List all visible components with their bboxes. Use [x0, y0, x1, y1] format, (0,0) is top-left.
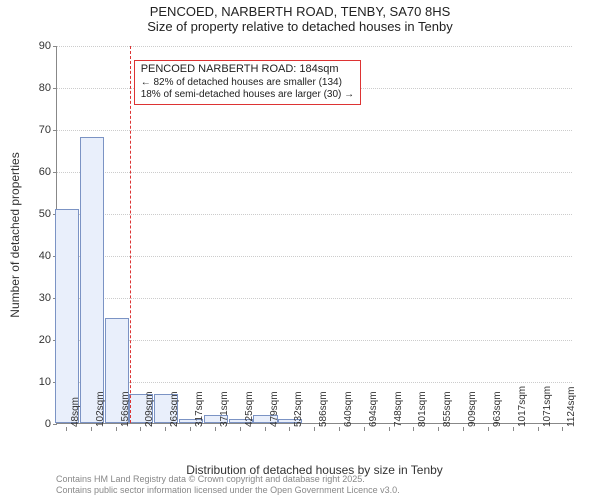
gridline	[57, 130, 572, 131]
y-tick: 90	[39, 40, 51, 52]
y-tick: 20	[39, 334, 51, 346]
x-tick: 963sqm	[492, 391, 503, 427]
annotation-line: ← 82% of detached houses are smaller (13…	[141, 77, 354, 90]
gridline	[57, 214, 572, 215]
x-tick: 801sqm	[417, 391, 428, 427]
annotation-title: PENCOED NARBERTH ROAD: 184sqm	[141, 63, 354, 77]
y-tick: 0	[45, 418, 51, 430]
histogram-bar	[80, 137, 105, 423]
y-tick: 60	[39, 166, 51, 178]
x-tick: 586sqm	[318, 391, 329, 427]
gridline	[57, 172, 572, 173]
gridline	[57, 256, 572, 257]
x-tick: 1124sqm	[566, 387, 577, 427]
chart-header: PENCOED, NARBERTH ROAD, TENBY, SA70 8HS …	[0, 0, 600, 34]
chart-area: Number of detached properties Distributi…	[56, 46, 572, 424]
histogram-bar	[55, 209, 80, 423]
attribution-footer: Contains HM Land Registry data © Crown c…	[56, 474, 400, 497]
y-tick: 40	[39, 250, 51, 262]
x-tick: 694sqm	[368, 391, 379, 427]
y-tick: 50	[39, 208, 51, 220]
gridline	[57, 298, 572, 299]
plot-region: Number of detached properties Distributi…	[56, 46, 572, 424]
x-tick: 748sqm	[393, 391, 404, 427]
reference-line	[130, 46, 131, 423]
address-title: PENCOED, NARBERTH ROAD, TENBY, SA70 8HS	[0, 4, 600, 19]
x-tick: 640sqm	[343, 391, 354, 427]
y-tick: 80	[39, 82, 51, 94]
x-tick: 1071sqm	[542, 386, 553, 427]
annotation-line: 18% of semi-detached houses are larger (…	[141, 89, 354, 102]
gridline	[57, 46, 572, 47]
x-tick: 1017sqm	[517, 386, 528, 427]
footer-line-2: Contains public sector information licen…	[56, 485, 400, 496]
y-axis-label: Number of detached properties	[8, 152, 22, 317]
x-tick: 909sqm	[467, 391, 478, 427]
footer-line-1: Contains HM Land Registry data © Crown c…	[56, 474, 400, 485]
x-tick: 855sqm	[442, 391, 453, 427]
gridline	[57, 382, 572, 383]
x-tick: 532sqm	[293, 391, 304, 427]
annotation-box: PENCOED NARBERTH ROAD: 184sqm← 82% of de…	[134, 60, 361, 105]
y-tick: 10	[39, 376, 51, 388]
y-tick: 70	[39, 124, 51, 136]
gridline	[57, 340, 572, 341]
y-tick: 30	[39, 292, 51, 304]
chart-subtitle: Size of property relative to detached ho…	[0, 19, 600, 34]
